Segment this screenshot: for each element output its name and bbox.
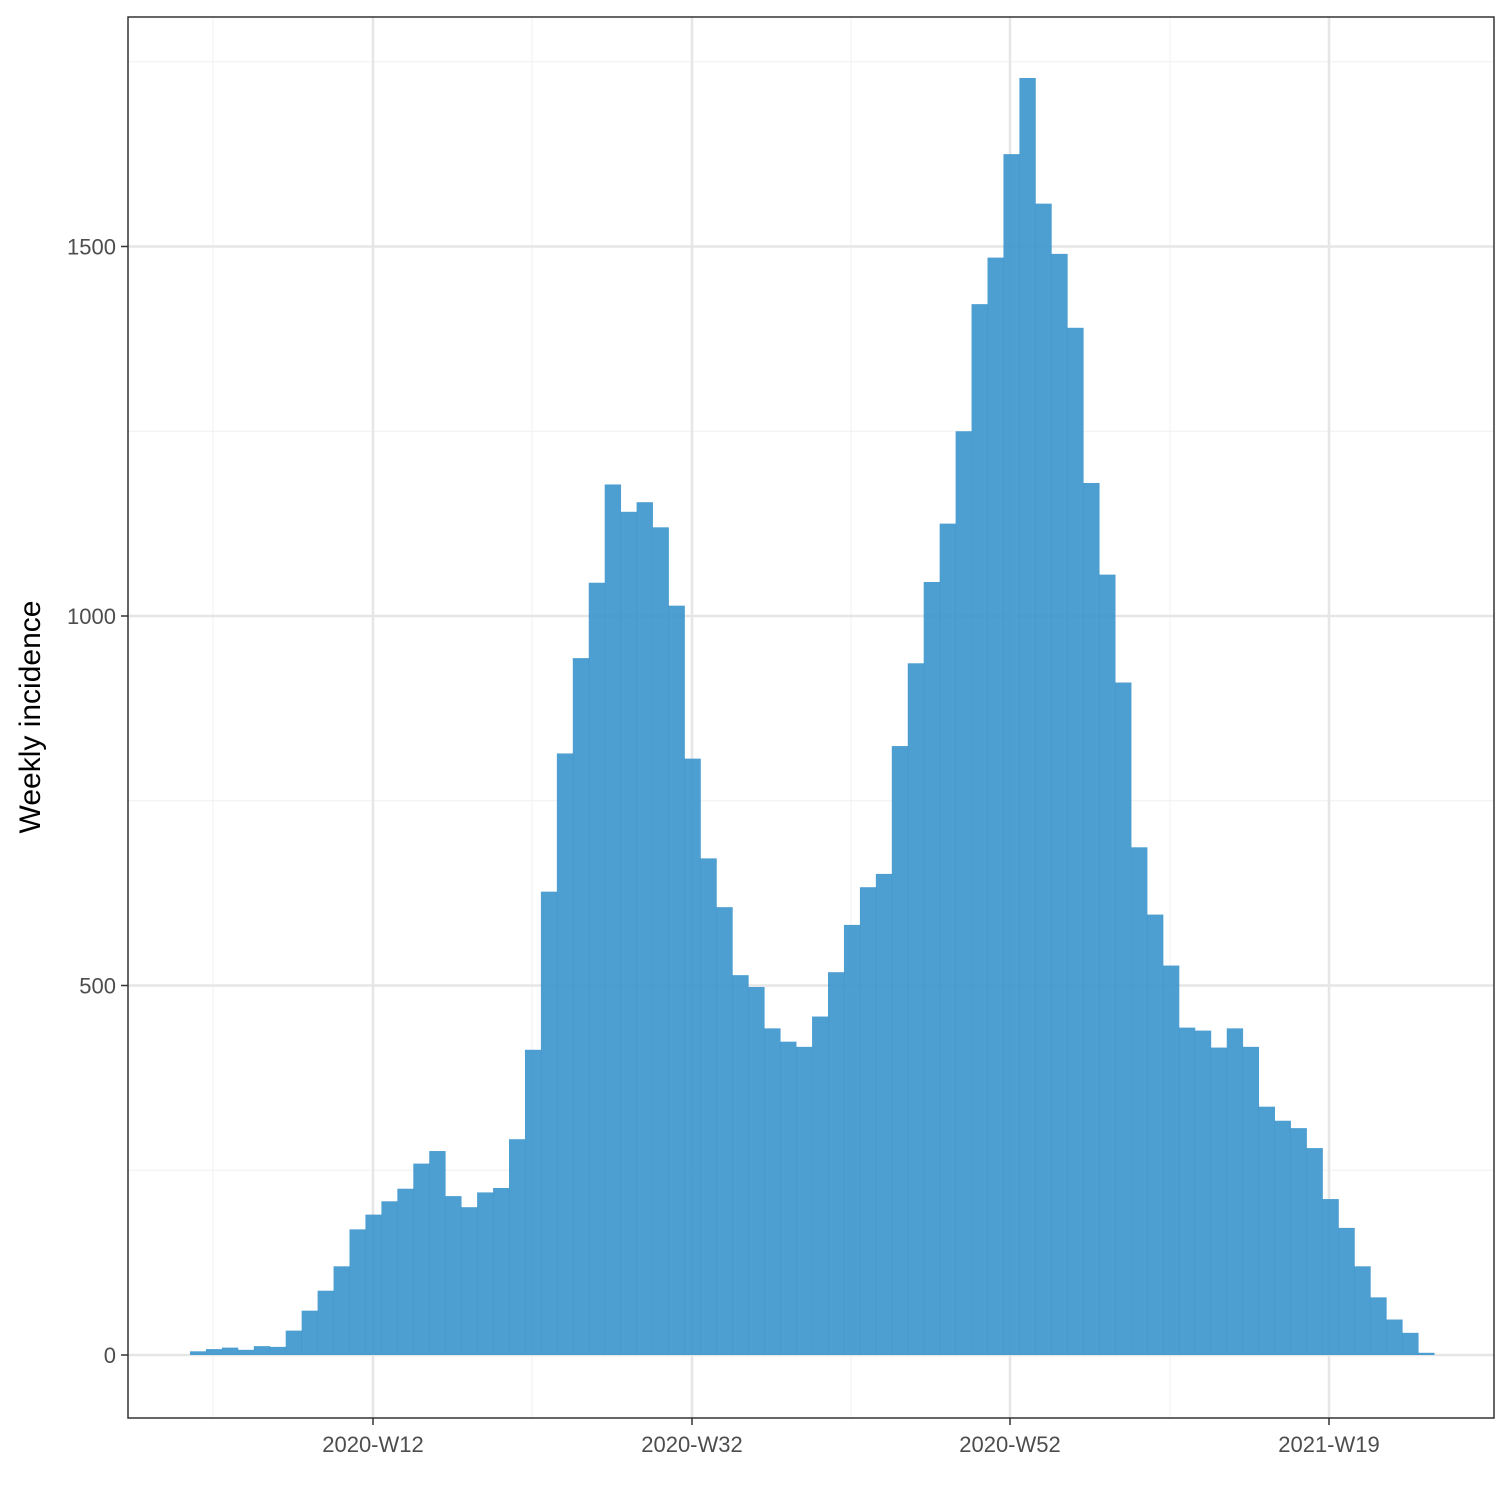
- histogram-bar: [1290, 1128, 1307, 1355]
- bars: [190, 78, 1435, 1356]
- histogram-bar: [540, 891, 558, 1355]
- histogram-bar: [812, 1016, 829, 1355]
- histogram-bar: [269, 1346, 287, 1355]
- histogram-bar: [317, 1290, 334, 1355]
- histogram-bar: [1147, 914, 1164, 1355]
- histogram-bar: [748, 986, 765, 1355]
- histogram-bar: [1322, 1199, 1339, 1355]
- panel-border: [127, 16, 1495, 1419]
- histogram-bar: [445, 1196, 462, 1355]
- histogram-bar: [875, 873, 893, 1355]
- histogram-bar: [796, 1046, 813, 1355]
- histogram-bar: [1258, 1106, 1275, 1355]
- histogram-bar: [333, 1266, 350, 1355]
- histogram-bar: [1402, 1332, 1419, 1355]
- histogram-bar: [891, 746, 909, 1355]
- histogram-bar: [971, 304, 988, 1356]
- histogram-bar: [955, 431, 972, 1355]
- histogram-bar: [477, 1192, 494, 1355]
- histogram-bar: [843, 924, 861, 1355]
- histogram-bar: [253, 1346, 271, 1355]
- y-axis-title: Weekly incidence: [14, 601, 47, 834]
- histogram-bar: [1115, 682, 1132, 1355]
- histogram-bar: [780, 1041, 797, 1355]
- histogram-bar: [764, 1028, 781, 1355]
- histogram-bar: [1226, 1028, 1244, 1355]
- histogram-bar: [604, 484, 622, 1355]
- histogram-bar: [301, 1310, 318, 1355]
- histogram-bar: [907, 663, 925, 1355]
- histogram-bar: [1003, 154, 1020, 1355]
- histogram-bar: [285, 1330, 303, 1355]
- histogram-bar: [365, 1214, 382, 1355]
- histogram-bar: [1162, 965, 1180, 1355]
- x-tick-label: 2021-W19: [1278, 1432, 1380, 1457]
- histogram-bar: [1099, 574, 1116, 1355]
- y-tick-label: 0: [104, 1343, 116, 1368]
- histogram-bar: [572, 658, 590, 1355]
- histogram-bar: [1386, 1319, 1403, 1355]
- histogram-bar: [923, 582, 941, 1355]
- histogram-bar: [636, 502, 653, 1356]
- x-axis: 2020-W12 2020-W32 2020-W52 2021-W19: [322, 1418, 1380, 1457]
- histogram-bar: [1019, 78, 1036, 1355]
- histogram-bar: [397, 1188, 414, 1355]
- histogram-bar: [732, 975, 749, 1355]
- histogram-bar: [349, 1229, 366, 1355]
- histogram-bar: [221, 1347, 239, 1355]
- histogram-bar: [205, 1349, 223, 1355]
- histogram-bar: [1306, 1148, 1323, 1355]
- histogram-bar: [1354, 1266, 1371, 1355]
- histogram-bar: [1418, 1352, 1435, 1355]
- histogram-bar: [1067, 327, 1084, 1355]
- y-tick-label: 500: [79, 974, 116, 999]
- histogram-bar: [939, 523, 956, 1355]
- histogram-bar: [237, 1349, 255, 1355]
- histogram-bar: [190, 1351, 207, 1355]
- histogram-bar: [1083, 482, 1100, 1356]
- histogram-bar: [429, 1151, 446, 1355]
- histogram-bar: [556, 753, 574, 1355]
- histogram-bar: [1131, 847, 1148, 1355]
- histogram-bar: [716, 907, 733, 1355]
- x-tick-label: 2020-W32: [641, 1432, 743, 1457]
- histogram-bar: [1210, 1047, 1228, 1355]
- histogram-bar: [652, 527, 669, 1355]
- histogram-bar: [859, 887, 877, 1355]
- histogram-bar: [1194, 1030, 1212, 1355]
- histogram-bar: [1178, 1027, 1196, 1355]
- histogram-bar: [1338, 1227, 1355, 1355]
- y-axis: 0 500 1000 1500: [67, 235, 128, 1368]
- x-tick-label: 2020-W52: [959, 1432, 1061, 1457]
- y-tick-label: 1500: [67, 235, 116, 260]
- histogram-bar: [1242, 1046, 1260, 1355]
- histogram-bar: [493, 1187, 510, 1355]
- x-tick-label: 2020-W12: [322, 1432, 424, 1457]
- histogram-bar: [684, 758, 701, 1355]
- histogram-bar: [828, 972, 845, 1355]
- histogram-bar: [620, 511, 637, 1355]
- y-tick-label: 1000: [67, 604, 116, 629]
- histogram-bar: [1035, 203, 1052, 1356]
- histogram-bar: [524, 1049, 542, 1355]
- histogram-bar: [987, 257, 1004, 1356]
- histogram-bar: [668, 605, 685, 1355]
- histogram-bar: [1051, 253, 1068, 1355]
- histogram-bar: [381, 1201, 398, 1355]
- histogram-bar: [1370, 1297, 1387, 1355]
- histogram-bar: [461, 1207, 478, 1355]
- histogram-bar: [509, 1139, 526, 1355]
- histogram-bar: [413, 1163, 430, 1355]
- histogram-bar: [1274, 1120, 1291, 1355]
- histogram-bar: [700, 858, 717, 1355]
- histogram-bar: [588, 582, 606, 1355]
